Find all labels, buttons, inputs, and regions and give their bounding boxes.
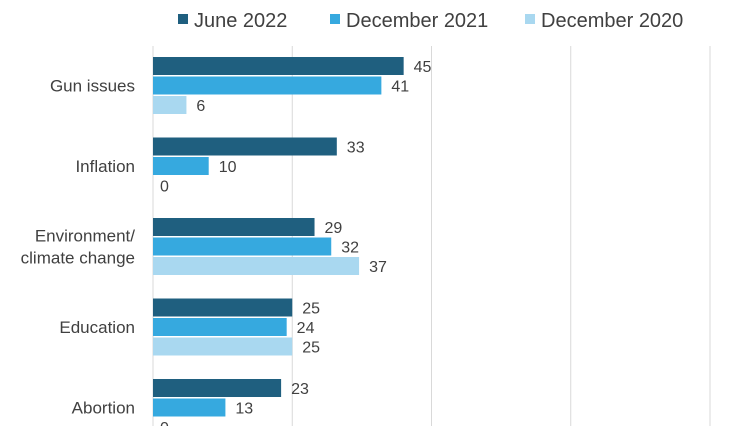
- value-label-abortion-december-2021: 13: [235, 401, 253, 418]
- legend-label-december-2021: December 2021: [346, 10, 488, 32]
- legend-label-december-2020: December 2020: [541, 10, 683, 32]
- legend-swatch-december-2021: [330, 14, 340, 24]
- bar-education-december-2021: [153, 318, 287, 336]
- value-label-inflation-december-2020: 0: [160, 179, 169, 196]
- legend-swatch-december-2020: [525, 14, 535, 24]
- bar-abortion-june-2022: [153, 379, 282, 397]
- category-label-environment-climate-change: Environment/climate change: [21, 227, 136, 268]
- value-label-gun-issues-june-2022: 45: [414, 59, 432, 76]
- value-label-gun-issues-december-2021: 41: [391, 79, 409, 96]
- bar-gun-issues-december-2021: [153, 76, 382, 95]
- value-labels: 45 41 6 33 10 0 29 32 37 25 24 25 23 13 0: [160, 59, 432, 426]
- value-label-education-december-2021: 24: [297, 320, 315, 337]
- bar-inflation-june-2022: [153, 137, 337, 156]
- bar-education-june-2022: [153, 298, 293, 317]
- grid-lines: [152, 46, 711, 426]
- bar-gun-issues-june-2022: [153, 57, 404, 75]
- value-label-environment-climate-change-june-2022: 29: [325, 220, 343, 237]
- bar-environment-climate-change-december-2020: [153, 257, 360, 275]
- value-label-education-june-2022: 25: [302, 301, 320, 318]
- bar-abortion-december-2021: [153, 398, 226, 417]
- value-label-education-december-2020: 25: [302, 340, 320, 357]
- category-label-inflation: Inflation: [75, 157, 135, 176]
- value-label-gun-issues-december-2020: 6: [196, 98, 205, 115]
- category-label-education: Education: [59, 318, 135, 337]
- category-label-line: climate change: [21, 249, 135, 268]
- category-labels: Gun issues Inflation Environment/climate c…: [21, 77, 136, 418]
- category-label-line: Environment/: [35, 227, 135, 246]
- bar-environment-climate-change-june-2022: [153, 218, 315, 236]
- bars: [153, 57, 404, 417]
- category-label-line: Education: [59, 318, 135, 337]
- bar-gun-issues-december-2020: [153, 96, 187, 114]
- category-label-line: Inflation: [75, 157, 135, 176]
- legend-swatch-june-2022: [178, 14, 188, 24]
- bar-education-december-2020: [153, 337, 293, 356]
- bar-environment-climate-change-december-2021: [153, 237, 332, 256]
- category-label-abortion: Abortion: [72, 399, 135, 418]
- value-label-inflation-december-2021: 10: [219, 159, 237, 176]
- legend-label-june-2022: June 2022: [194, 10, 287, 32]
- value-label-abortion-june-2022: 23: [291, 381, 309, 398]
- category-label-line: Gun issues: [50, 77, 135, 96]
- category-label-line: Abortion: [72, 399, 135, 418]
- value-label-environment-climate-change-december-2020: 37: [369, 259, 387, 276]
- value-label-abortion-december-2020: 0: [160, 420, 169, 426]
- value-label-inflation-june-2022: 33: [347, 140, 365, 157]
- bar-inflation-december-2021: [153, 157, 209, 175]
- category-label-gun-issues: Gun issues: [50, 77, 135, 96]
- value-label-environment-climate-change-december-2021: 32: [341, 240, 359, 257]
- legend: June 2022 December 2021 December 2020: [178, 10, 683, 32]
